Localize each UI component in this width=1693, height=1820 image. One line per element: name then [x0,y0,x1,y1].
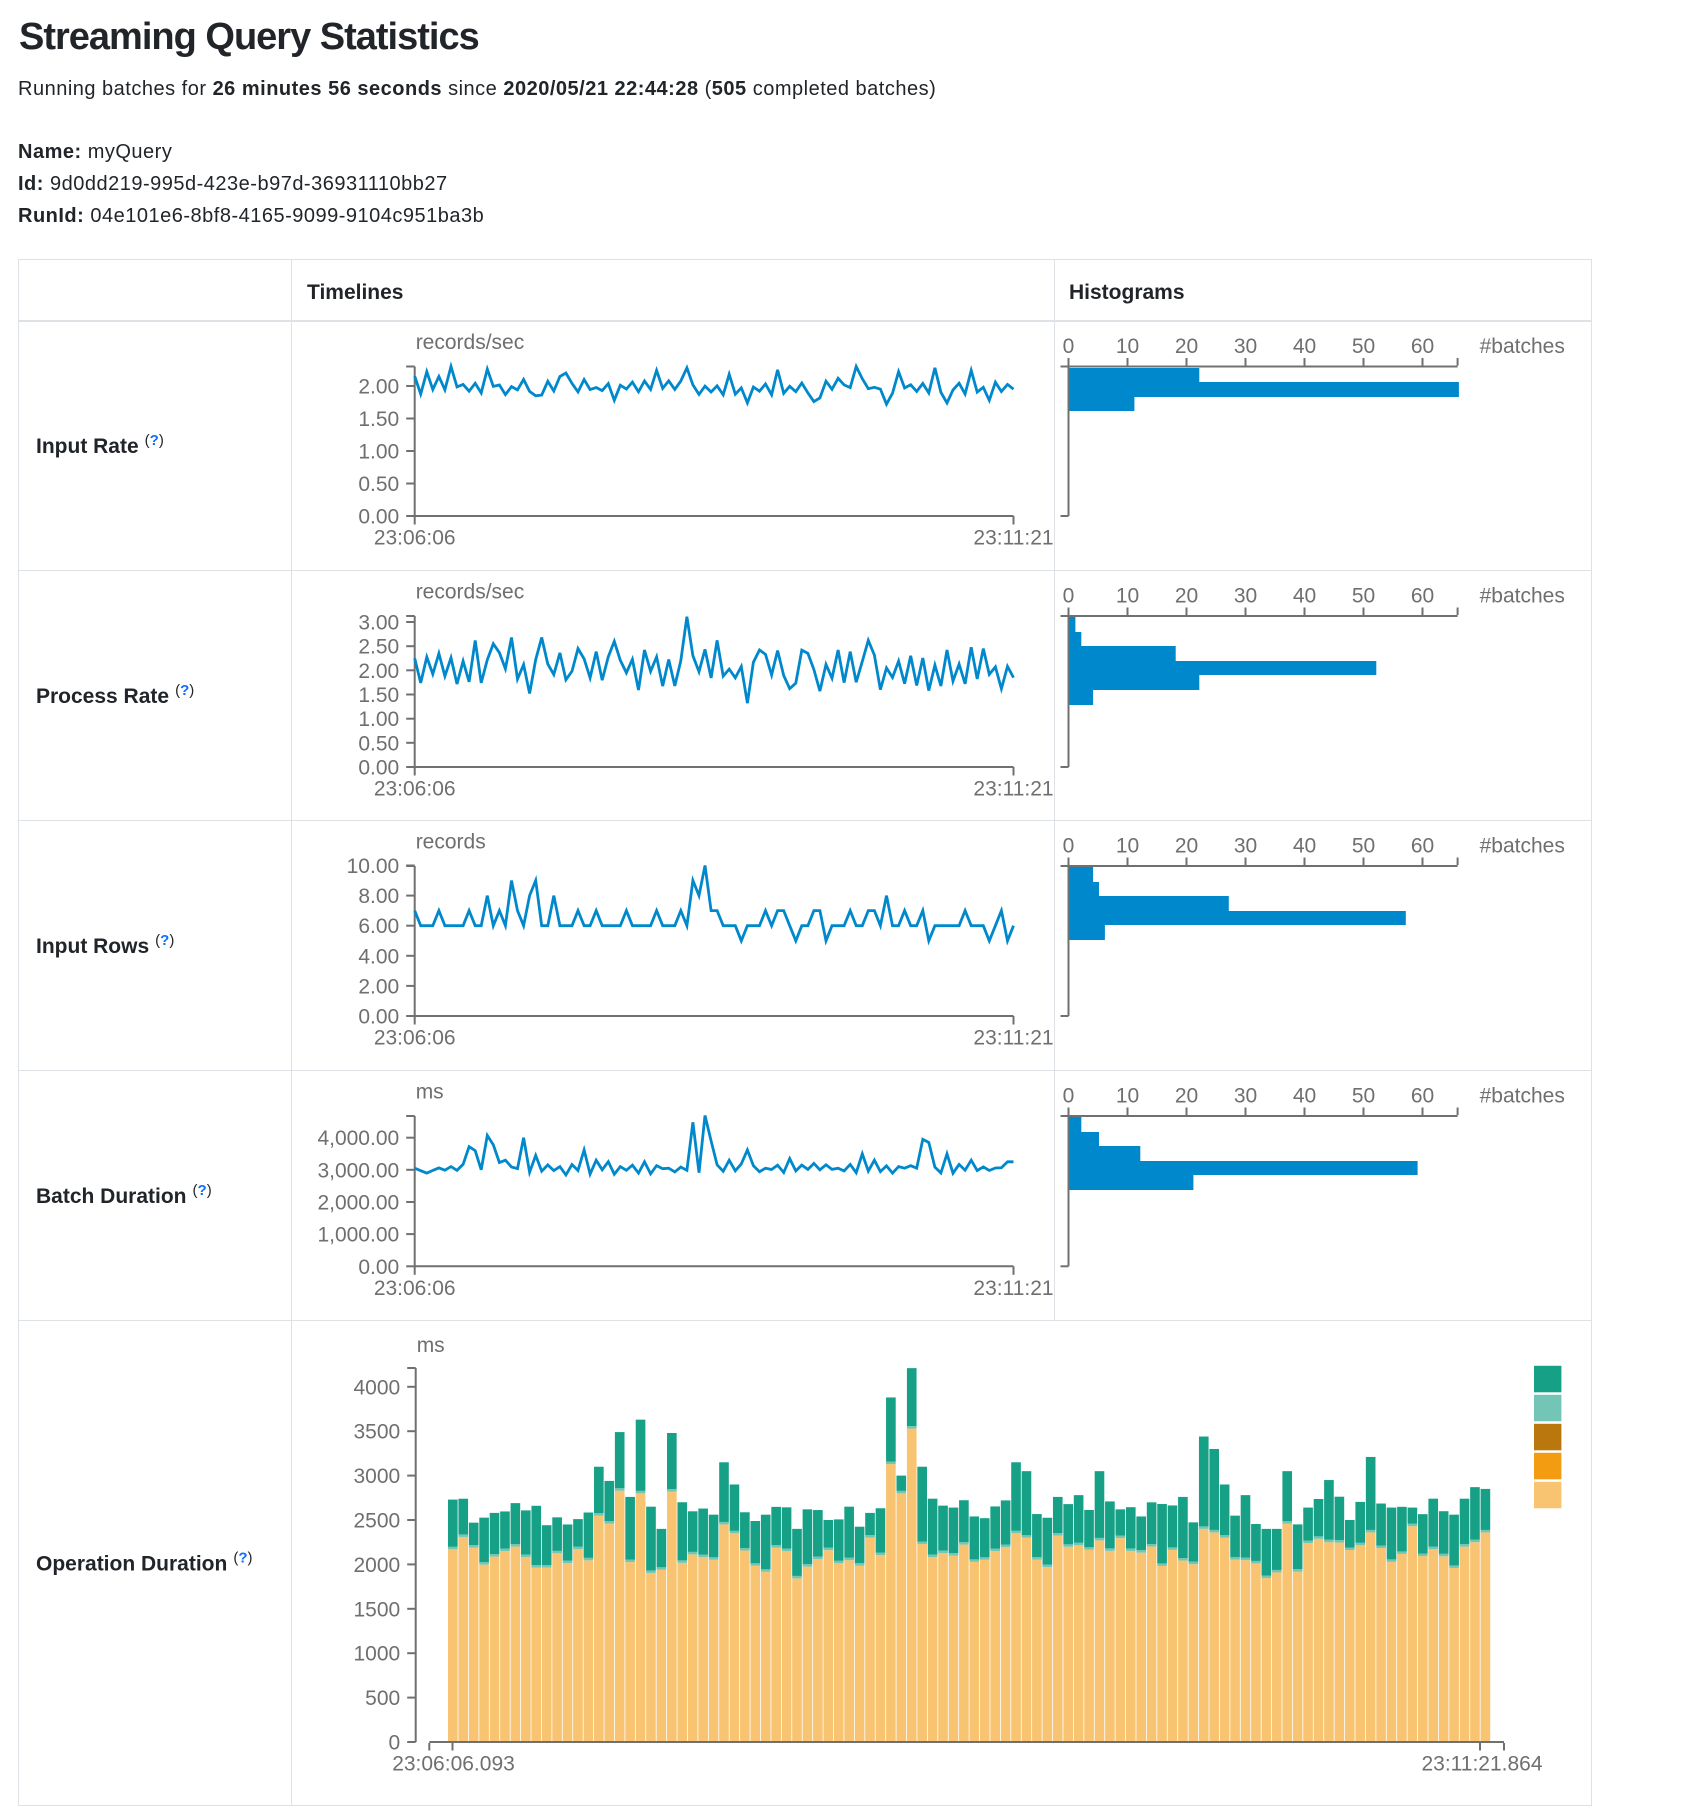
svg-text:ms: ms [416,1081,444,1104]
svg-text:30: 30 [1234,585,1257,608]
svg-text:10: 10 [1116,835,1139,858]
svg-text:records: records [416,831,486,854]
svg-text:#batches: #batches [1480,1085,1565,1108]
svg-text:3500: 3500 [353,1421,400,1444]
svg-text:50: 50 [1352,585,1375,608]
svg-text:Streaming Query Statistics: Streaming Query Statistics [19,16,479,58]
svg-text:Timelines: Timelines [307,281,404,304]
svg-text:23:11:21: 23:11:21 [973,778,1053,801]
svg-text:0.50: 0.50 [358,732,399,755]
svg-text:23:11:21: 23:11:21 [973,527,1053,550]
svg-text:0: 0 [1063,1085,1075,1108]
svg-text:records/sec: records/sec [416,581,525,604]
svg-text:Input Rows(?): Input Rows (?) [36,932,174,958]
svg-text:20: 20 [1175,335,1198,358]
svg-text:1,000.00: 1,000.00 [317,1224,399,1247]
svg-text:23:11:21: 23:11:21 [973,1027,1053,1050]
svg-text:RunId: 04e101e6-8bf8-4165-9099: RunId: 04e101e6-8bf8-4165-9099-9104c951b… [18,205,484,227]
svg-text:8.00: 8.00 [358,885,399,908]
svg-text:6.00: 6.00 [358,915,399,938]
svg-text:4.00: 4.00 [358,945,399,968]
svg-text:10: 10 [1116,585,1139,608]
svg-text:20: 20 [1175,585,1198,608]
svg-text:40: 40 [1293,335,1316,358]
svg-text:1.50: 1.50 [358,684,399,707]
svg-text:40: 40 [1293,1085,1316,1108]
svg-text:0.00: 0.00 [358,506,399,529]
svg-text:0.50: 0.50 [358,473,399,496]
svg-text:Running batches for 26 minutes: Running batches for 26 minutes 56 second… [18,78,936,100]
svg-text:40: 40 [1293,835,1316,858]
svg-text:10: 10 [1116,335,1139,358]
svg-text:Batch Duration(?): Batch Duration (?) [36,1182,212,1208]
svg-text:#batches: #batches [1480,335,1565,358]
svg-text:23:11:21.864: 23:11:21.864 [1421,1753,1542,1776]
svg-text:1000: 1000 [353,1643,400,1666]
svg-text:0: 0 [1063,335,1075,358]
svg-text:Id: 9d0dd219-995d-423e-b97d-36: Id: 9d0dd219-995d-423e-b97d-36931110bb27 [18,173,448,195]
svg-text:60: 60 [1411,335,1434,358]
svg-text:Process Rate(?): Process Rate (?) [36,682,194,708]
svg-text:2,000.00: 2,000.00 [317,1192,399,1215]
svg-text:23:06:06: 23:06:06 [374,778,456,801]
svg-text:0.00: 0.00 [358,757,399,780]
svg-text:23:06:06: 23:06:06 [374,527,456,550]
svg-text:30: 30 [1234,335,1257,358]
svg-text:#batches: #batches [1480,835,1565,858]
svg-text:Input Rate(?): Input Rate (?) [36,432,164,458]
svg-text:2.00: 2.00 [358,660,399,683]
svg-text:Name: myQuery: Name: myQuery [18,141,172,163]
svg-text:2.00: 2.00 [358,376,399,399]
svg-text:10: 10 [1116,1085,1139,1108]
svg-text:2.00: 2.00 [358,975,399,998]
svg-text:23:06:06: 23:06:06 [374,1027,456,1050]
svg-text:Operation Duration(?): Operation Duration (?) [36,1550,253,1576]
svg-text:50: 50 [1352,835,1375,858]
svg-text:60: 60 [1411,585,1434,608]
svg-text:23:06:06.093: 23:06:06.093 [392,1753,515,1776]
svg-text:20: 20 [1175,835,1198,858]
svg-text:0: 0 [1063,585,1075,608]
svg-text:30: 30 [1234,835,1257,858]
svg-text:500: 500 [365,1687,400,1710]
svg-text:0: 0 [1063,835,1075,858]
svg-text:ms: ms [417,1334,445,1357]
svg-text:4,000.00: 4,000.00 [317,1127,399,1150]
svg-text:40: 40 [1293,585,1316,608]
svg-text:10.00: 10.00 [347,855,400,878]
svg-text:0.00: 0.00 [358,1006,399,1029]
svg-text:50: 50 [1352,1085,1375,1108]
svg-text:1.50: 1.50 [358,408,399,431]
svg-text:60: 60 [1411,1085,1434,1108]
svg-text:3000: 3000 [353,1465,400,1488]
svg-text:2500: 2500 [353,1510,400,1533]
svg-text:1500: 1500 [353,1598,400,1621]
svg-text:20: 20 [1175,1085,1198,1108]
svg-text:0.00: 0.00 [358,1256,399,1279]
svg-text:1.00: 1.00 [358,708,399,731]
svg-text:records/sec: records/sec [416,331,525,354]
svg-text:3,000.00: 3,000.00 [317,1159,399,1182]
svg-text:30: 30 [1234,1085,1257,1108]
svg-text:Histograms: Histograms [1069,281,1185,304]
svg-text:0: 0 [389,1732,401,1755]
svg-text:1.00: 1.00 [358,441,399,464]
svg-text:3.00: 3.00 [358,612,399,635]
svg-text:2.50: 2.50 [358,636,399,659]
svg-text:50: 50 [1352,335,1375,358]
svg-text:4000: 4000 [353,1376,400,1399]
svg-text:23:11:21: 23:11:21 [973,1277,1053,1300]
svg-text:2000: 2000 [353,1554,400,1577]
svg-text:23:06:06: 23:06:06 [374,1277,456,1300]
svg-text:60: 60 [1411,835,1434,858]
svg-text:#batches: #batches [1480,585,1565,608]
